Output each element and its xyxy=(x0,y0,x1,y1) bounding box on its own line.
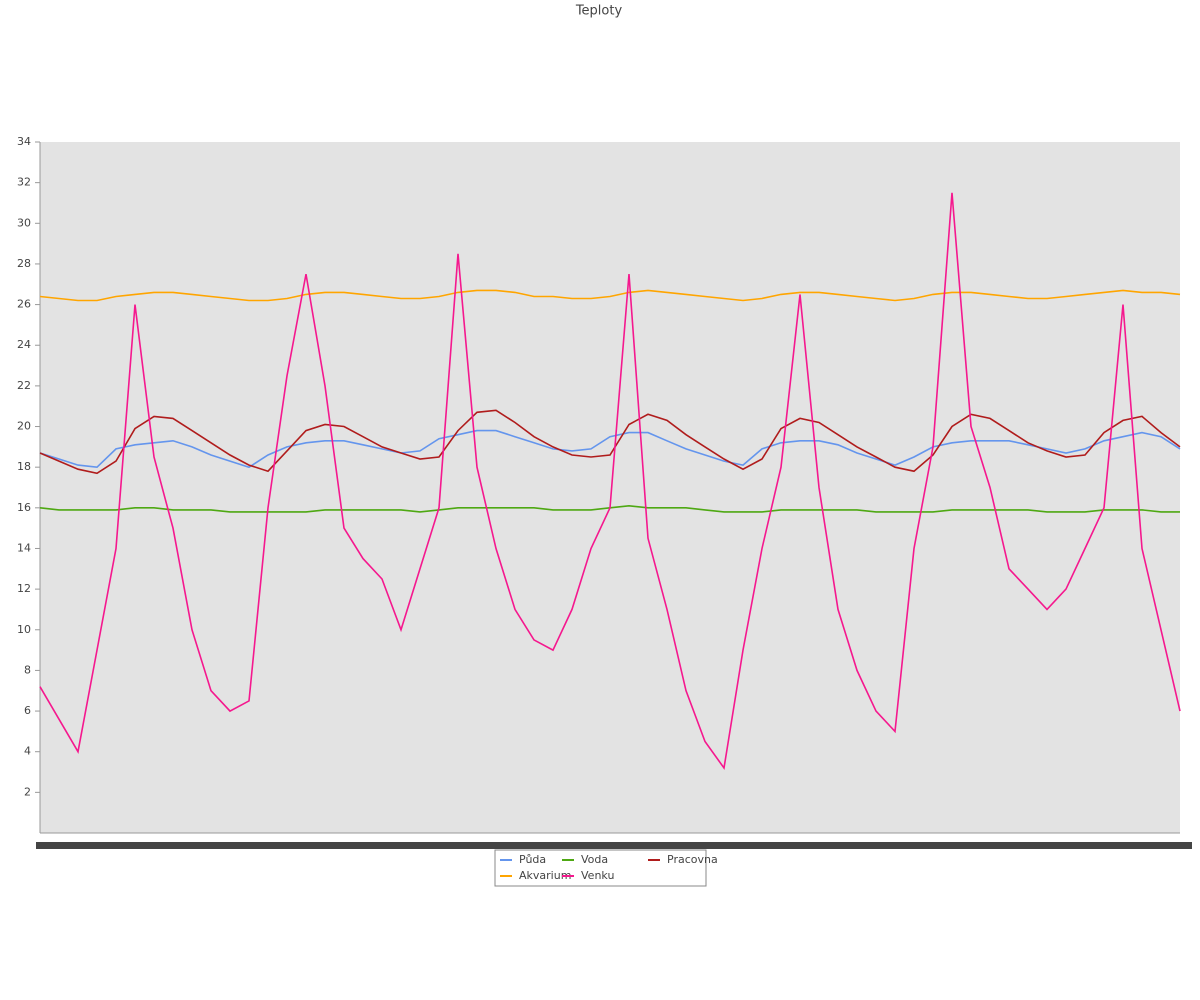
y-tick-label: 10 xyxy=(17,623,31,636)
y-tick-label: 18 xyxy=(17,460,31,473)
y-tick-label: 2 xyxy=(24,785,31,798)
y-tick-label: 16 xyxy=(17,501,31,514)
y-tick-label: 34 xyxy=(17,135,31,148)
y-tick-label: 28 xyxy=(17,257,31,270)
y-tick-label: 14 xyxy=(17,541,31,554)
y-tick-label: 24 xyxy=(17,338,31,351)
y-tick-label: 12 xyxy=(17,582,31,595)
y-tick-label: 32 xyxy=(17,176,31,189)
y-tick-label: 22 xyxy=(17,379,31,392)
legend-label: Půda xyxy=(519,853,546,866)
legend-label: Voda xyxy=(581,853,608,866)
y-tick-label: 8 xyxy=(24,663,31,676)
series-line xyxy=(39,429,1181,469)
legend-label: Venku xyxy=(581,869,614,882)
plot-area xyxy=(40,142,1180,833)
x-tick-labels-overlap xyxy=(36,842,1192,849)
y-tick-label: 30 xyxy=(17,216,31,229)
legend-label: Akvarium xyxy=(519,869,571,882)
y-tick-label: 20 xyxy=(17,420,31,433)
y-tick-label: 4 xyxy=(24,745,31,758)
y-tick-label: 26 xyxy=(17,298,31,311)
series-line xyxy=(39,289,1181,302)
series-line xyxy=(39,409,1181,475)
chart-title: Teploty xyxy=(575,4,623,19)
legend-label: Pracovna xyxy=(667,853,718,866)
legend xyxy=(494,849,707,887)
y-tick-label: 6 xyxy=(24,704,31,717)
series-line xyxy=(39,192,1181,771)
